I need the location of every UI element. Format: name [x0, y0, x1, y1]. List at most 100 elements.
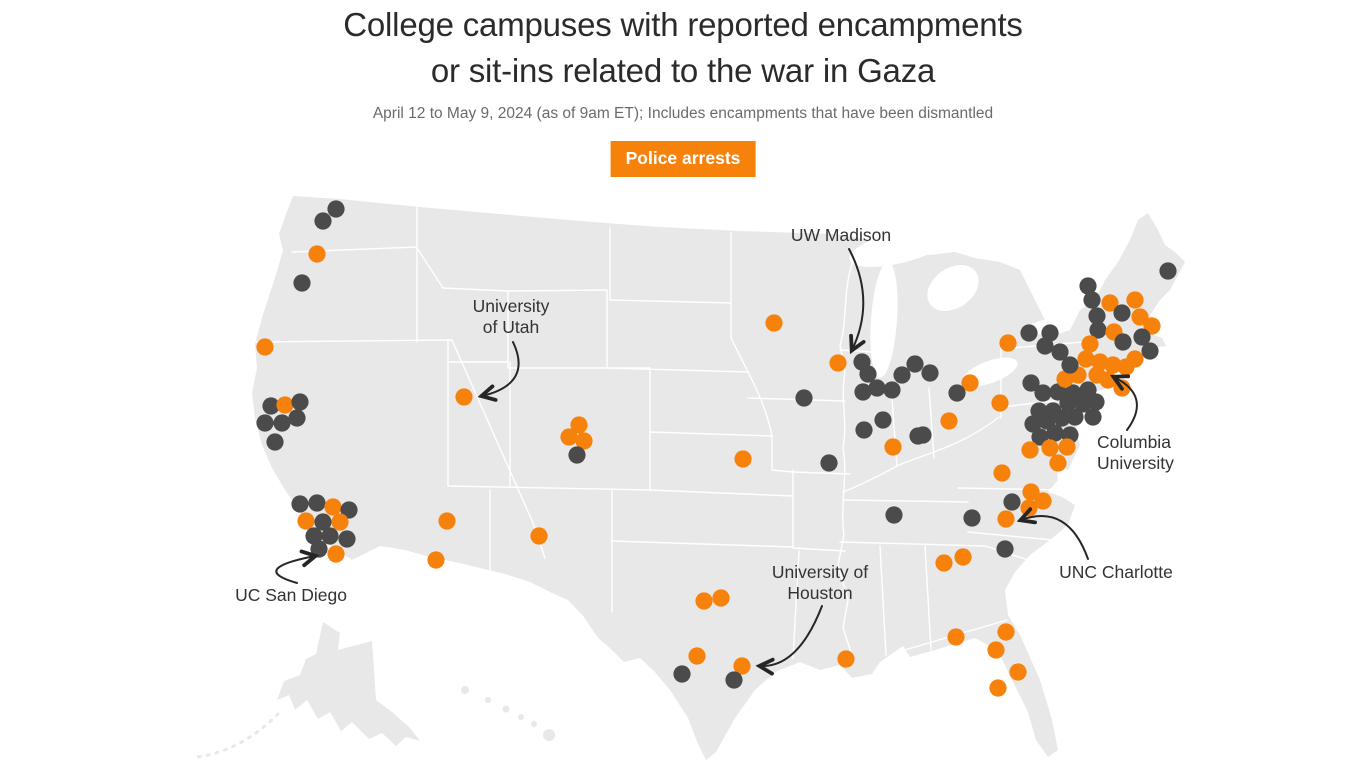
campus-dot[interactable]: [266, 433, 284, 451]
campus-dot[interactable]: [1066, 408, 1084, 426]
campus-dot[interactable]: [1059, 394, 1077, 412]
campus-dot-police-arrests[interactable]: [308, 245, 326, 263]
campus-dot[interactable]: [1034, 384, 1052, 402]
campus-dot-police-arrests[interactable]: [688, 647, 706, 665]
campus-dot-police-arrests[interactable]: [530, 527, 548, 545]
campus-dot[interactable]: [1159, 262, 1177, 280]
campus-dot[interactable]: [1022, 374, 1040, 392]
campus-dot[interactable]: [308, 494, 326, 512]
campus-dot[interactable]: [1046, 424, 1064, 442]
campus-dot-police-arrests[interactable]: [695, 592, 713, 610]
campus-dot-police-arrests[interactable]: [438, 512, 456, 530]
campus-dot-police-arrests[interactable]: [1049, 454, 1067, 472]
campus-dot[interactable]: [1031, 428, 1049, 446]
campus-dot-police-arrests[interactable]: [829, 354, 847, 372]
campus-dot[interactable]: [314, 212, 332, 230]
campus-dot-police-arrests[interactable]: [940, 412, 958, 430]
campus-dot-police-arrests[interactable]: [1022, 483, 1040, 501]
campus-dot-police-arrests[interactable]: [1058, 438, 1076, 456]
campus-dot[interactable]: [327, 200, 345, 218]
campus-dot-police-arrests[interactable]: [999, 334, 1017, 352]
campus-dot[interactable]: [568, 446, 586, 464]
campus-dot[interactable]: [273, 414, 291, 432]
campus-dot[interactable]: [1083, 291, 1101, 309]
campus-dot[interactable]: [1036, 337, 1054, 355]
campus-dot-police-arrests[interactable]: [1101, 294, 1119, 312]
campus-dot[interactable]: [305, 527, 323, 545]
campus-dot-police-arrests[interactable]: [560, 428, 578, 446]
campus-dot-police-arrests[interactable]: [1143, 317, 1161, 335]
campus-dot[interactable]: [256, 414, 274, 432]
campus-dot[interactable]: [948, 384, 966, 402]
campus-dot-police-arrests[interactable]: [1056, 370, 1074, 388]
campus-dot[interactable]: [1089, 321, 1107, 339]
campus-dot-police-arrests[interactable]: [954, 548, 972, 566]
campus-dot[interactable]: [338, 530, 356, 548]
campus-dot-police-arrests[interactable]: [1081, 335, 1099, 353]
campus-dot[interactable]: [885, 506, 903, 524]
campus-dot[interactable]: [996, 540, 1014, 558]
campus-dot[interactable]: [854, 383, 872, 401]
campus-dot-police-arrests[interactable]: [837, 650, 855, 668]
campus-dot-police-arrests[interactable]: [455, 388, 473, 406]
campus-dot[interactable]: [293, 274, 311, 292]
campus-dot[interactable]: [893, 366, 911, 384]
campus-dot[interactable]: [855, 421, 873, 439]
campus-dot-police-arrests[interactable]: [1091, 353, 1109, 371]
campus-dot-police-arrests[interactable]: [1126, 291, 1144, 309]
campus-dot-police-arrests[interactable]: [997, 623, 1015, 641]
campus-dot[interactable]: [859, 365, 877, 383]
campus-dot-police-arrests[interactable]: [1126, 350, 1144, 368]
campus-dot[interactable]: [288, 409, 306, 427]
campus-dot[interactable]: [795, 389, 813, 407]
campus-dot[interactable]: [921, 364, 939, 382]
campus-dot-police-arrests[interactable]: [327, 545, 345, 563]
campus-dot[interactable]: [1051, 343, 1069, 361]
campus-dot[interactable]: [1141, 342, 1159, 360]
campus-dot[interactable]: [1024, 415, 1042, 433]
campus-dot[interactable]: [1114, 333, 1132, 351]
campus-dot[interactable]: [1079, 277, 1097, 295]
campus-dot[interactable]: [906, 355, 924, 373]
campus-dot-police-arrests[interactable]: [884, 438, 902, 456]
campus-dot[interactable]: [1088, 307, 1106, 325]
campus-dot[interactable]: [321, 527, 339, 545]
campus-dot-police-arrests[interactable]: [989, 679, 1007, 697]
campus-dot[interactable]: [1133, 328, 1151, 346]
campus-dot-police-arrests[interactable]: [1009, 663, 1027, 681]
campus-dot-police-arrests[interactable]: [991, 394, 1009, 412]
campus-dot-police-arrests[interactable]: [993, 464, 1011, 482]
campus-dot[interactable]: [673, 665, 691, 683]
campus-dot-police-arrests[interactable]: [1077, 350, 1095, 368]
campus-dot[interactable]: [1041, 324, 1059, 342]
campus-dot-police-arrests[interactable]: [997, 510, 1015, 528]
campus-dot-police-arrests[interactable]: [712, 589, 730, 607]
campus-dot-police-arrests[interactable]: [297, 512, 315, 530]
campus-dot-police-arrests[interactable]: [733, 657, 751, 675]
campus-dot-police-arrests[interactable]: [427, 551, 445, 569]
campus-dot[interactable]: [314, 513, 332, 531]
campus-dot[interactable]: [1084, 408, 1102, 426]
campus-dot[interactable]: [1061, 356, 1079, 374]
campus-dot-police-arrests[interactable]: [1021, 441, 1039, 459]
campus-dot[interactable]: [291, 495, 309, 513]
campus-dot[interactable]: [1053, 409, 1071, 427]
campus-dot-police-arrests[interactable]: [1020, 499, 1038, 517]
campus-dot[interactable]: [1020, 324, 1038, 342]
campus-dot-police-arrests[interactable]: [734, 450, 752, 468]
campus-dot-police-arrests[interactable]: [947, 628, 965, 646]
campus-dot[interactable]: [963, 509, 981, 527]
campus-dot-police-arrests[interactable]: [324, 498, 342, 516]
campus-dot[interactable]: [883, 381, 901, 399]
campus-dot-police-arrests[interactable]: [256, 338, 274, 356]
campus-dot[interactable]: [725, 671, 743, 689]
campus-dot-police-arrests[interactable]: [987, 641, 1005, 659]
campus-dot[interactable]: [914, 426, 932, 444]
campus-dot[interactable]: [291, 393, 309, 411]
campus-dot[interactable]: [1074, 395, 1092, 413]
campus-dot[interactable]: [1087, 393, 1105, 411]
campus-dot[interactable]: [310, 540, 328, 558]
campus-dot-police-arrests[interactable]: [1104, 356, 1122, 374]
campus-dot[interactable]: [1049, 383, 1067, 401]
campus-dot[interactable]: [820, 454, 838, 472]
